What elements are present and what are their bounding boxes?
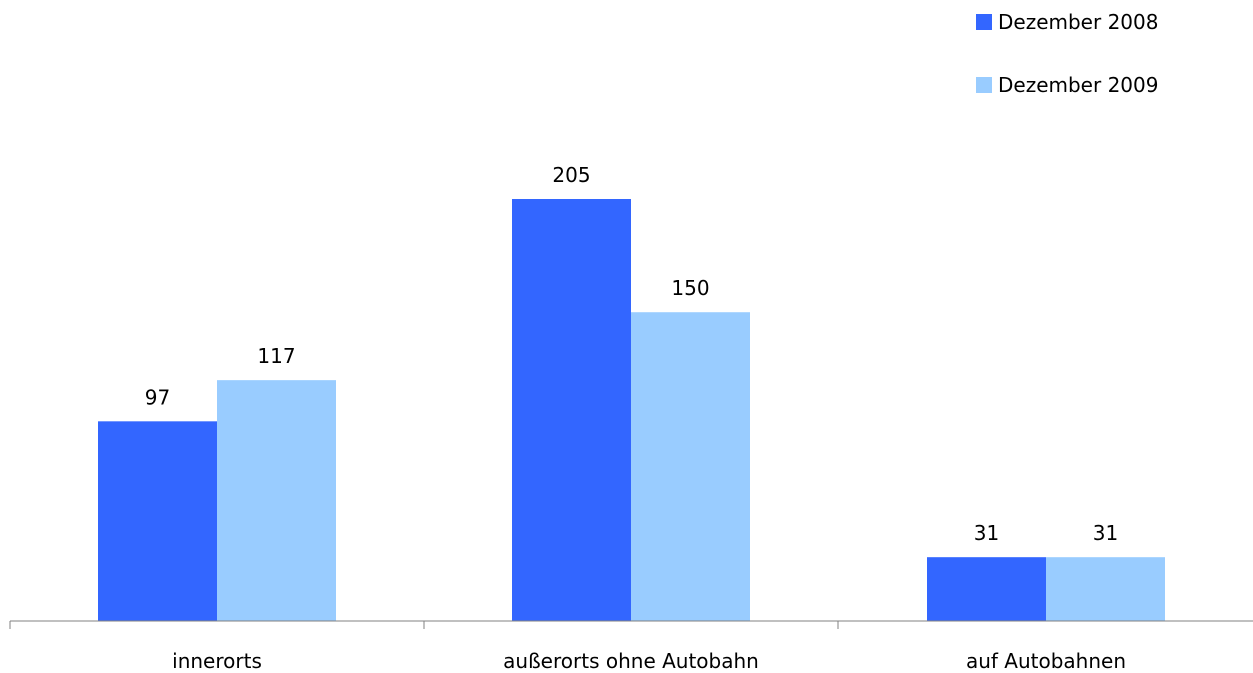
x-tick-label: innerorts (172, 649, 262, 673)
data-label: 97 (145, 385, 170, 409)
legend-swatch (976, 14, 992, 30)
data-label: 117 (257, 344, 295, 368)
data-label: 31 (974, 521, 999, 545)
x-tick-label: außerorts ohne Autobahn (503, 649, 759, 673)
bar (631, 312, 750, 621)
legend-swatch (976, 77, 992, 93)
data-label: 150 (671, 276, 709, 300)
data-labels-group: 97 117 205 150 31 31 (145, 163, 1118, 545)
bar (217, 380, 336, 621)
legend-label: Dezember 2008 (998, 10, 1158, 34)
data-label: 205 (552, 163, 590, 187)
legend: Dezember 2008 Dezember 2009 (976, 10, 1158, 97)
x-tick-label: auf Autobahnen (966, 649, 1126, 673)
legend-label: Dezember 2009 (998, 73, 1158, 97)
bar (927, 557, 1046, 621)
data-label: 31 (1093, 521, 1118, 545)
bar (98, 421, 217, 621)
bars-group (98, 199, 1165, 621)
bar (1046, 557, 1165, 621)
x-axis: innerorts außerorts ohne Autobahn auf Auto… (9, 620, 1253, 673)
bar (512, 199, 631, 621)
